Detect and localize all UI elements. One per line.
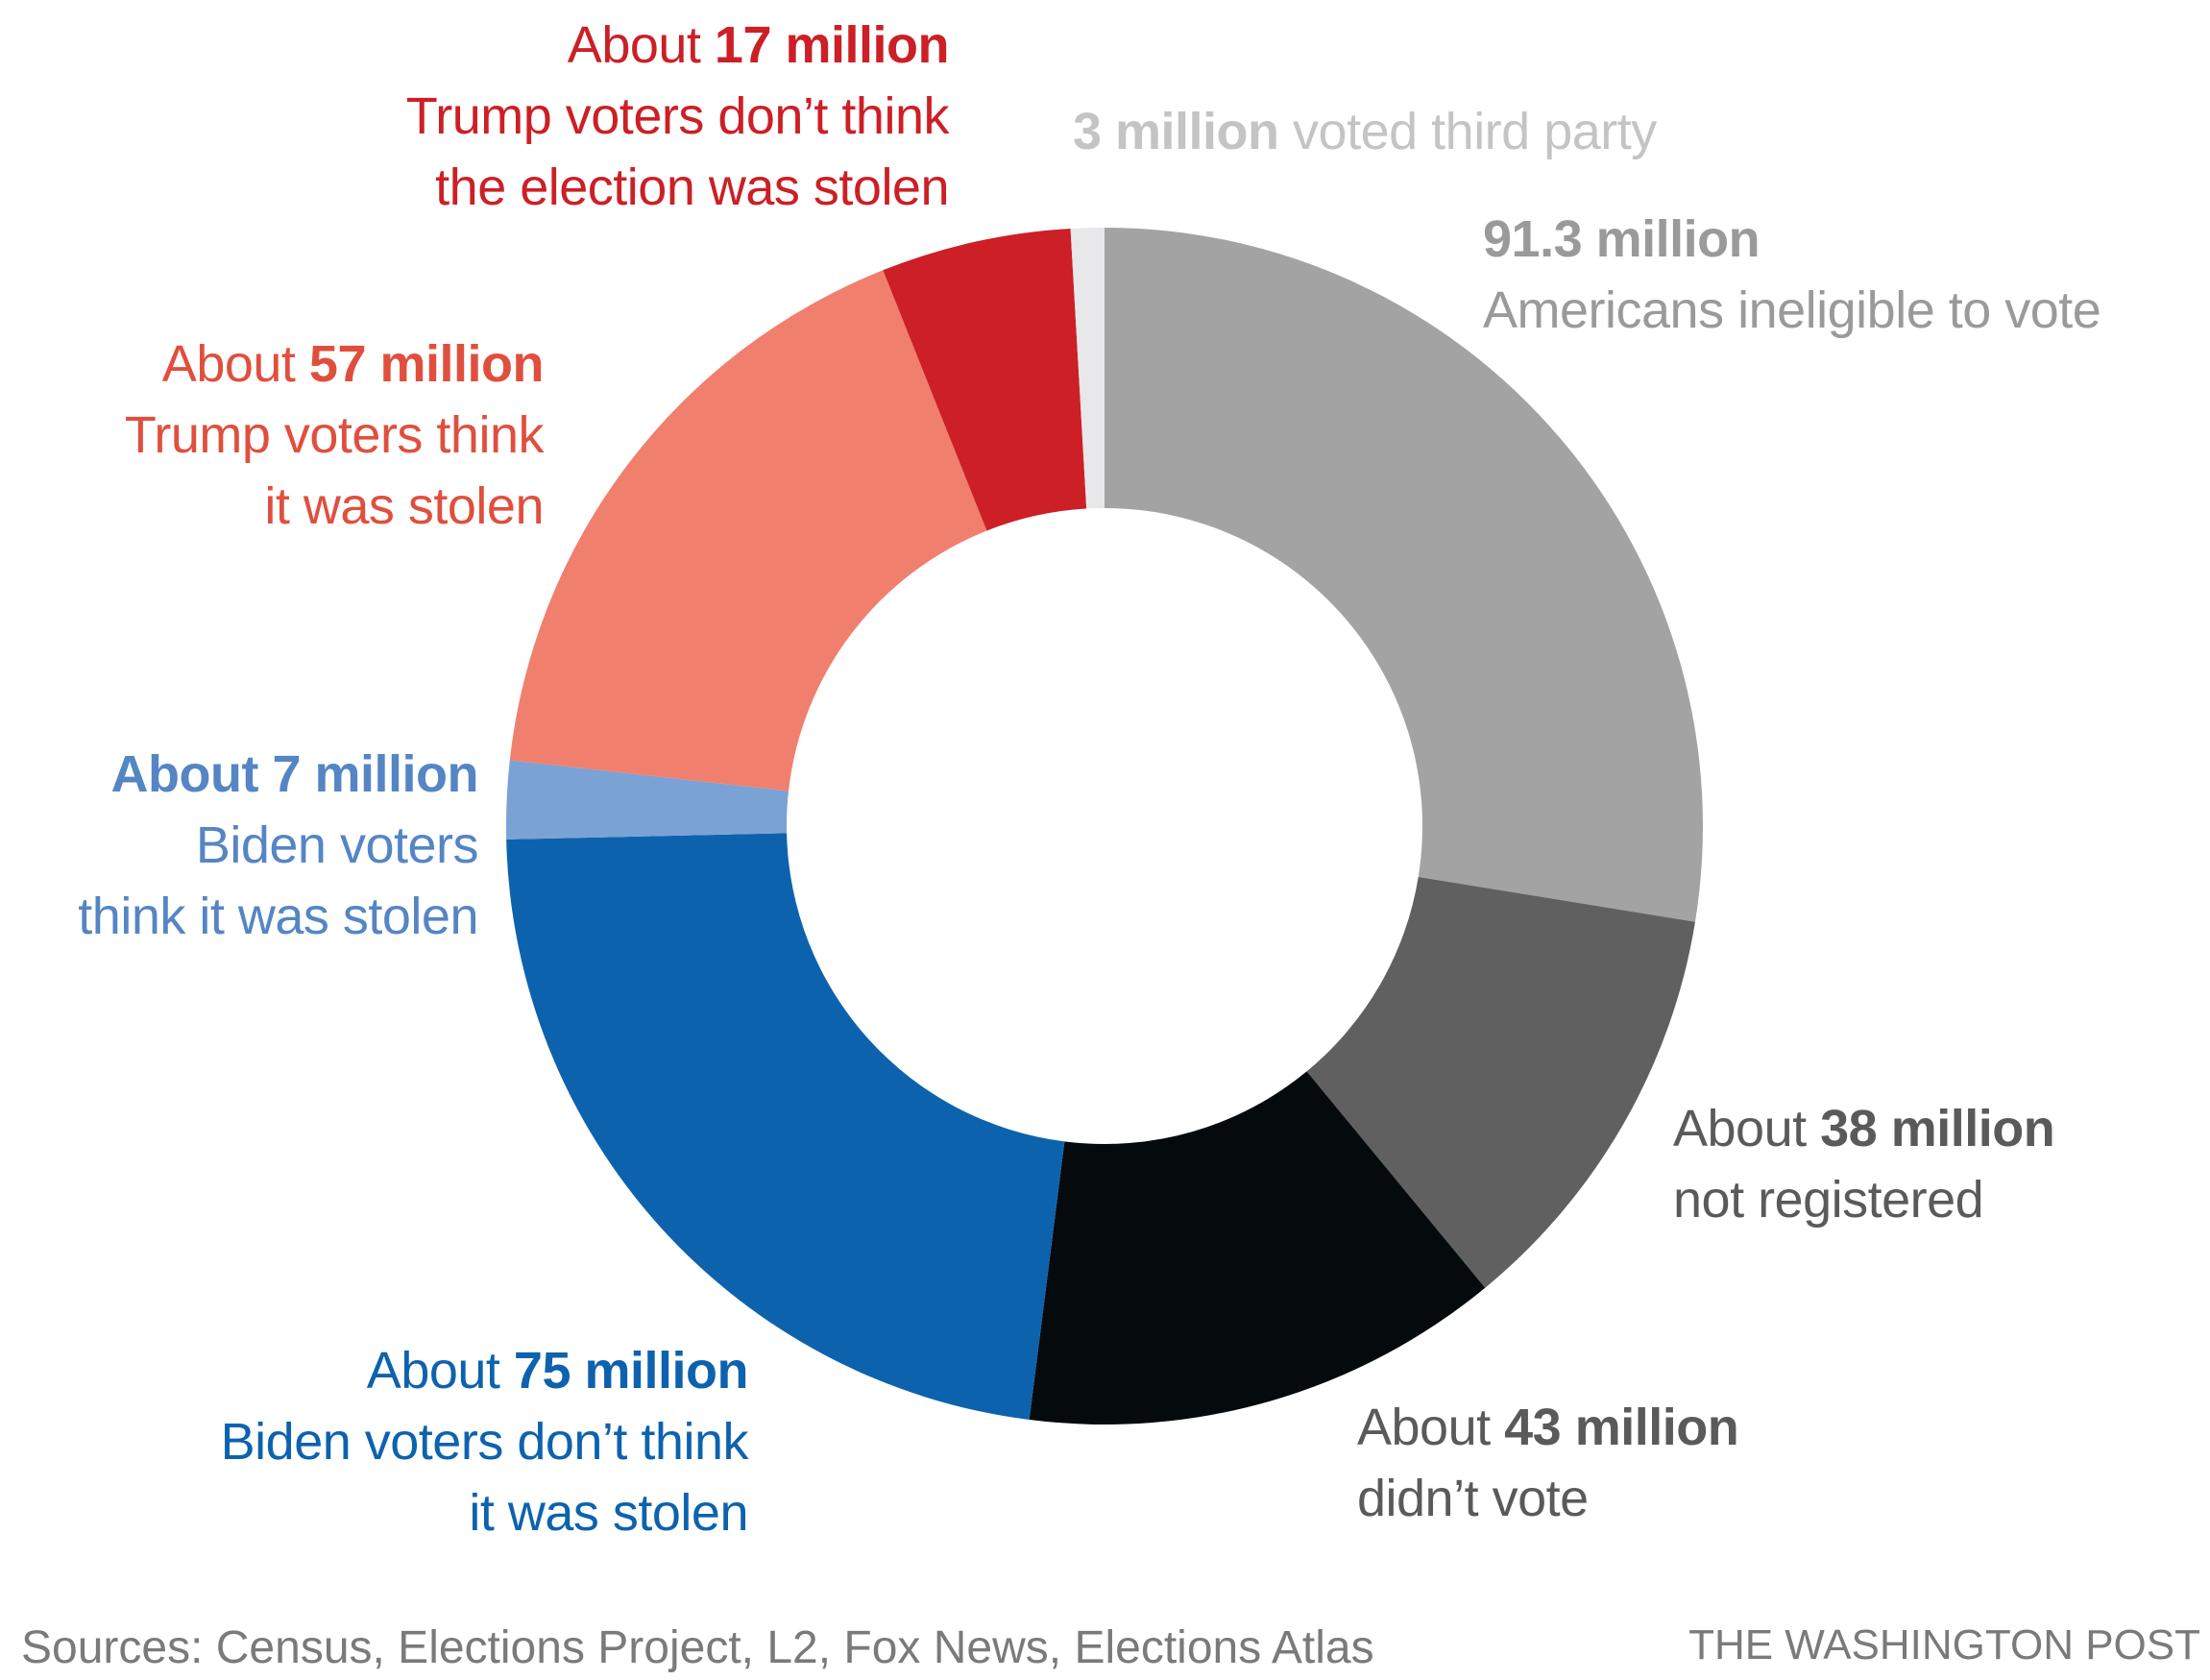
label-line: not registered: [1673, 1171, 1984, 1229]
label-biden-stolen: About 7 million Biden voters think it was …: [78, 739, 478, 952]
label-line: Trump voters don’t think: [405, 87, 950, 145]
label-trump-not-stolen: About 17 million Trump voters don’t think…: [405, 10, 950, 223]
slice-trump-not-stolen: [883, 229, 1087, 531]
label-headline: About 75 million: [221, 1335, 749, 1406]
label-value: 57 million: [308, 335, 545, 393]
label-ineligible: 91.3 million Americans ineligible to vote: [1483, 204, 2101, 346]
label-value: 91.3 million: [1483, 210, 1761, 268]
label-headline: 3 million voted third party: [1073, 96, 1657, 167]
label-biden-not-stolen: About 75 million Biden voters don’t think…: [220, 1335, 749, 1548]
label-value: 38 million: [1820, 1100, 2055, 1157]
label-value: 75 million: [513, 1342, 749, 1400]
slice-not-registered: [1306, 876, 1695, 1288]
label-third-party: 3 million voted third party: [1073, 96, 1657, 167]
publisher-credit: THE WASHINGTON POST: [1688, 1621, 2200, 1668]
label-suffix: voted third party: [1278, 103, 1657, 160]
slice-trump-stolen: [509, 270, 987, 791]
label-not-registered: About 38 million not registered: [1673, 1093, 2055, 1235]
label-headline: About 38 million: [1673, 1093, 2055, 1164]
label-headline: About 7 million: [78, 739, 479, 810]
label-value: 3 million: [1073, 103, 1279, 160]
label-headline: About 17 million: [406, 10, 950, 81]
label-value: 17 million: [714, 16, 950, 74]
label-value: About 7 million: [110, 745, 479, 803]
label-line: the election was stolen: [435, 158, 949, 216]
label-prefix: About: [366, 1342, 514, 1400]
label-prefix: About: [567, 16, 715, 74]
label-line: Biden voters don’t think: [220, 1413, 749, 1471]
label-prefix: About: [1673, 1100, 1821, 1157]
label-prefix: About: [1357, 1399, 1505, 1456]
slice-biden-stolen: [506, 760, 789, 840]
label-prefix: About: [161, 335, 309, 393]
label-line: think it was stolen: [78, 888, 478, 945]
slice-didnt-vote: [1029, 1071, 1486, 1424]
label-line: didn’t vote: [1357, 1470, 1589, 1527]
slice-third-party: [1070, 228, 1105, 509]
label-line: Biden voters: [195, 816, 479, 874]
label-value: 43 million: [1504, 1399, 1739, 1456]
label-headline: 91.3 million: [1483, 204, 2101, 275]
label-line: Americans ineligible to vote: [1483, 281, 2101, 339]
label-headline: About 43 million: [1357, 1392, 1739, 1463]
slice-ineligible: [1105, 228, 1704, 922]
label-headline: About 57 million: [125, 329, 545, 400]
label-line: it was stolen: [264, 477, 544, 535]
label-line: it was stolen: [469, 1484, 748, 1542]
label-didnt-vote: About 43 million didn’t vote: [1357, 1392, 1739, 1534]
slice-biden-not-stolen: [506, 833, 1065, 1421]
label-trump-stolen: About 57 million Trump voters think it was…: [124, 329, 545, 542]
sources-note: Sources: Census, Elections Project, L2, …: [21, 1622, 1374, 1673]
label-line: Trump voters think: [124, 406, 545, 464]
